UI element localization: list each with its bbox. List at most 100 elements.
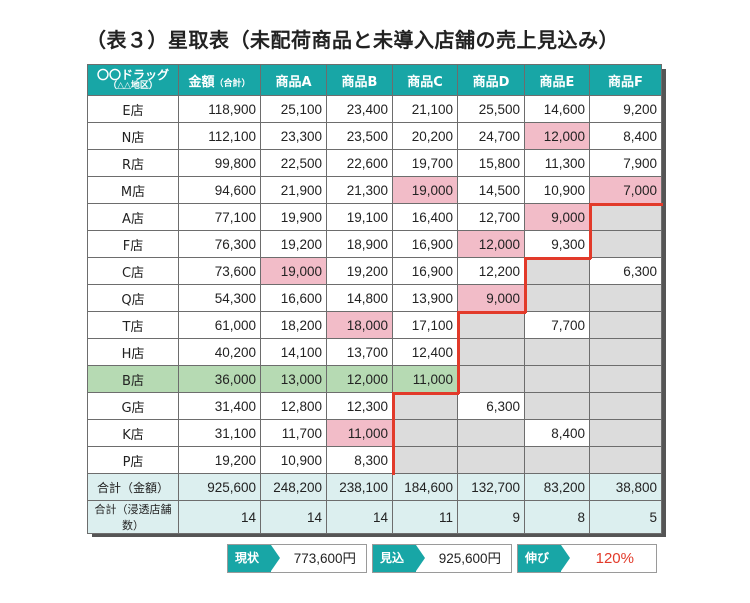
table-row: Q店 54,300 16,600 14,800 13,900 9,000	[87, 284, 662, 312]
product-cell: 20,200	[392, 122, 458, 150]
product-cell: 19,200	[260, 230, 327, 258]
product-cell: 14,100	[260, 338, 327, 366]
product-cell: 11,700	[260, 419, 327, 447]
sum-label: 合計（金額）	[87, 473, 179, 501]
header-product-a: 商品A	[260, 64, 327, 96]
boundary-segment	[588, 202, 663, 206]
product-cell: 22,500	[260, 149, 327, 177]
product-cell: 8,400	[524, 419, 590, 447]
table-row: R店 99,800 22,500 22,600 19,700 15,800 11,300 7,…	[87, 149, 662, 177]
store-name: T店	[87, 311, 179, 339]
product-cell: 13,700	[326, 338, 393, 366]
header-store-line2: （△△地区）	[108, 80, 158, 91]
product-cell: 23,500	[326, 122, 393, 150]
boundary-segment	[523, 256, 527, 313]
store-name: E店	[87, 95, 179, 123]
store-name: N店	[87, 122, 179, 150]
product-cell: 12,000	[326, 365, 393, 393]
store-total: 112,100	[178, 122, 261, 150]
summary-forecast: 見込 925,600円	[372, 544, 512, 573]
header-store-line1: 〇〇ドラッグ	[96, 67, 169, 82]
store-name: K店	[87, 419, 179, 447]
product-cell	[589, 203, 662, 231]
product-cell: 15,800	[457, 149, 525, 177]
sum-row: 合計（金額） 925,600 248,200 238,100 184,600 132,70…	[87, 473, 662, 501]
product-cell: 19,200	[326, 257, 393, 285]
header-amount-label: 金額	[188, 74, 215, 90]
product-cell: 13,000	[260, 365, 327, 393]
product-cell: 19,700	[392, 149, 458, 177]
store-total: 94,600	[178, 176, 261, 204]
store-total: 118,900	[178, 95, 261, 123]
product-cell: 18,000	[326, 311, 393, 339]
table-row: E店 118,900 25,100 23,400 21,100 25,500 14,600 9…	[87, 95, 662, 123]
count-cell: 8	[524, 500, 590, 534]
product-cell: 11,000	[392, 365, 458, 393]
product-cell: 21,300	[326, 176, 393, 204]
product-cell: 6,300	[457, 392, 525, 420]
product-cell: 12,000	[524, 122, 590, 150]
count-total: 14	[178, 500, 261, 534]
product-cell	[392, 419, 458, 447]
boundary-segment	[391, 391, 395, 475]
product-cell: 18,200	[260, 311, 327, 339]
product-cell	[457, 311, 525, 339]
store-name: C店	[87, 257, 179, 285]
table-row: C店 73,600 19,000 19,200 16,900 12,200 6,300	[87, 257, 662, 285]
product-cell: 17,100	[392, 311, 458, 339]
table-row: G店 31,400 12,800 12,300 6,300	[87, 392, 662, 420]
store-total: 31,100	[178, 419, 261, 447]
product-cell	[589, 338, 662, 366]
product-cell: 14,600	[524, 95, 590, 123]
boundary-segment	[456, 310, 460, 394]
product-cell: 16,900	[392, 230, 458, 258]
product-cell: 25,100	[260, 95, 327, 123]
product-cell: 11,000	[326, 419, 393, 447]
product-cell	[524, 284, 590, 312]
store-name: Q店	[87, 284, 179, 312]
product-cell: 12,200	[457, 257, 525, 285]
product-cell: 9,000	[524, 203, 590, 231]
product-cell	[524, 257, 590, 285]
product-cell: 19,100	[326, 203, 393, 231]
product-cell: 12,300	[326, 392, 393, 420]
count-cell: 14	[260, 500, 327, 534]
product-cell: 22,600	[326, 149, 393, 177]
product-cell	[589, 230, 662, 258]
product-cell: 9,300	[524, 230, 590, 258]
sum-cell: 38,800	[589, 473, 662, 501]
product-cell	[524, 338, 590, 366]
product-cell	[589, 392, 662, 420]
sum-cell: 238,100	[326, 473, 393, 501]
summary-growth: 伸び 120%	[517, 544, 657, 573]
table-row: N店 112,100 23,300 23,500 20,200 24,700 12,000 8…	[87, 122, 662, 150]
product-cell	[524, 365, 590, 393]
star-table: 〇〇ドラッグ （△△地区） 金額（合計） 商品A 商品B 商品C 商品D 商品E…	[87, 64, 662, 534]
product-cell: 19,900	[260, 203, 327, 231]
boundary-segment	[523, 256, 591, 260]
star-table-wrap: 〇〇ドラッグ （△△地区） 金額（合計） 商品A 商品B 商品C 商品D 商品E…	[87, 64, 663, 534]
product-cell: 23,300	[260, 122, 327, 150]
product-cell: 19,000	[260, 257, 327, 285]
header-product-e: 商品E	[524, 64, 590, 96]
product-cell: 7,900	[589, 149, 662, 177]
table-row: K店 31,100 11,700 11,000 8,400	[87, 419, 662, 447]
store-name: F店	[87, 230, 179, 258]
product-cell: 16,900	[392, 257, 458, 285]
store-name: G店	[87, 392, 179, 420]
table-row: H店 40,200 14,100 13,700 12,400	[87, 338, 662, 366]
store-name: P店	[87, 446, 179, 474]
product-cell: 6,300	[589, 257, 662, 285]
table-body: E店 118,900 25,100 23,400 21,100 25,500 14,600 9…	[87, 95, 662, 534]
product-cell	[589, 419, 662, 447]
product-cell: 21,100	[392, 95, 458, 123]
boundary-segment	[391, 391, 459, 395]
store-total: 19,200	[178, 446, 261, 474]
summary-growth-label: 伸び	[518, 545, 570, 572]
store-name: M店	[87, 176, 179, 204]
product-cell: 21,900	[260, 176, 327, 204]
store-total: 36,000	[178, 365, 261, 393]
header-product-d: 商品D	[457, 64, 525, 96]
product-cell: 12,400	[392, 338, 458, 366]
product-cell: 10,900	[524, 176, 590, 204]
